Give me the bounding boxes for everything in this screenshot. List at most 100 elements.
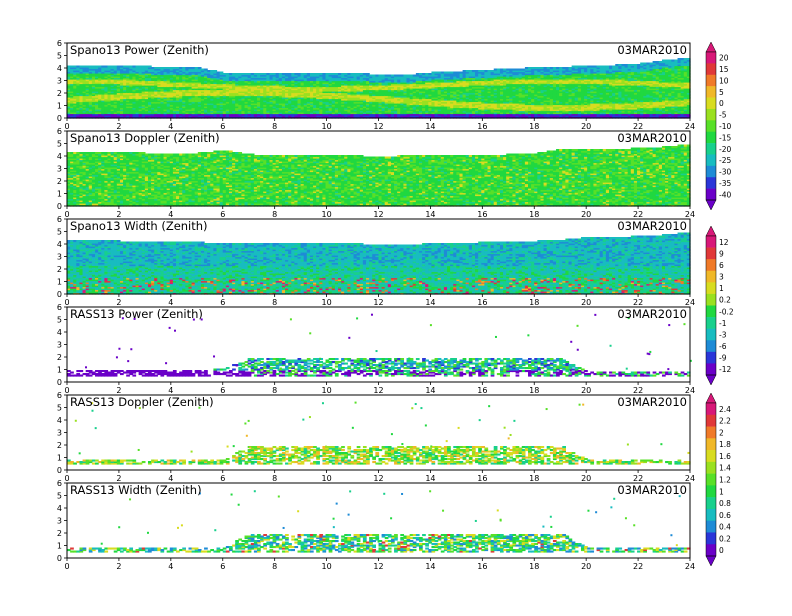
heatmap-cell: [76, 103, 81, 106]
heatmap-cell: [372, 88, 376, 91]
heatmap-cell: [163, 67, 168, 70]
heatmap-cell: [381, 88, 386, 91]
heatmap-cell: [247, 79, 252, 82]
heatmap-cell: [179, 82, 183, 85]
heatmap-cell: [191, 100, 196, 103]
heatmap-cell: [422, 95, 426, 98]
heatmap-cell: [194, 77, 199, 80]
heatmap-cell: [266, 74, 271, 77]
heatmap-cell: [207, 80, 211, 83]
heatmap-cell: [91, 85, 96, 88]
heatmap-cell: [431, 89, 436, 92]
heatmap-cell: [443, 92, 448, 95]
heatmap-cell: [210, 85, 215, 88]
heatmap-cell: [400, 92, 405, 95]
heatmap-cell: [95, 109, 99, 112]
heatmap-cell: [285, 103, 289, 106]
heatmap-cell: [185, 95, 190, 98]
heatmap-cell: [281, 115, 286, 118]
heatmap-cell: [126, 89, 130, 92]
heatmap-cell: [169, 104, 174, 107]
heatmap-cell: [253, 88, 258, 91]
heatmap-cell: [453, 73, 457, 76]
heatmap-cell: [409, 89, 414, 92]
heatmap-cell: [85, 109, 90, 112]
heatmap-cell: [384, 76, 389, 79]
heatmap-cell: [356, 92, 361, 95]
heatmap-cell: [366, 103, 370, 106]
heatmap-cell: [232, 82, 236, 85]
heatmap-cell: [397, 88, 401, 91]
heatmap-cell: [207, 76, 211, 79]
heatmap-cell: [244, 107, 249, 110]
heatmap-cell: [288, 91, 292, 94]
heatmap-cell: [88, 112, 93, 115]
heatmap-cell: [334, 113, 339, 116]
heatmap-cell: [172, 95, 177, 98]
heatmap-cell: [116, 70, 121, 73]
heatmap-cell: [101, 110, 105, 113]
heatmap-cell: [129, 100, 134, 103]
heatmap-cell: [285, 110, 289, 113]
heatmap-cell: [225, 113, 230, 116]
heatmap-cell: [253, 107, 258, 110]
heatmap-cell: [73, 86, 77, 89]
heatmap-cell: [197, 70, 202, 73]
heatmap-cell: [369, 103, 373, 106]
heatmap-cell: [67, 103, 71, 106]
heatmap-cell: [319, 86, 324, 89]
heatmap-cell: [166, 92, 171, 95]
heatmap-cell: [110, 71, 115, 74]
heatmap-cell: [322, 112, 327, 115]
heatmap-cell: [422, 88, 426, 91]
heatmap-cell: [403, 103, 408, 106]
heatmap-cell: [291, 79, 295, 82]
heatmap-cell: [185, 94, 190, 97]
heatmap-cell: [313, 86, 317, 89]
heatmap-cell: [144, 104, 149, 107]
heatmap-cell: [247, 100, 252, 103]
heatmap-cell: [412, 95, 417, 98]
heatmap-cell: [194, 109, 199, 112]
heatmap-cell: [207, 77, 211, 80]
heatmap-cell: [403, 92, 408, 95]
heatmap-cell: [169, 82, 174, 85]
heatmap-cell: [253, 109, 258, 112]
heatmap-cell: [104, 94, 109, 97]
heatmap-cell: [194, 85, 199, 88]
heatmap-cell: [453, 110, 457, 113]
heatmap-cell: [260, 112, 264, 115]
heatmap-cell: [91, 115, 96, 118]
heatmap-cell: [123, 98, 127, 101]
heatmap-cell: [257, 97, 261, 100]
heatmap-cell: [126, 80, 130, 83]
heatmap-cell: [390, 85, 395, 88]
heatmap-cell: [260, 74, 264, 77]
heatmap-cell: [135, 80, 140, 83]
heatmap-cell: [447, 106, 451, 109]
heatmap-cell: [412, 88, 417, 91]
heatmap-cell: [325, 77, 330, 80]
heatmap-cell: [415, 107, 420, 110]
heatmap-cell: [241, 113, 246, 116]
heatmap-cell: [88, 109, 93, 112]
heatmap-cell: [366, 110, 370, 113]
heatmap-cell: [154, 80, 158, 83]
heatmap-cell: [266, 88, 271, 91]
heatmap-cell: [344, 106, 348, 109]
heatmap-cell: [260, 110, 264, 113]
heatmap-cell: [219, 106, 224, 109]
heatmap-cell: [353, 92, 358, 95]
heatmap-cell: [126, 109, 130, 112]
heatmap-cell: [160, 92, 165, 95]
heatmap-cell: [303, 80, 308, 83]
heatmap-cell: [347, 92, 352, 95]
heatmap-cell: [135, 104, 140, 107]
heatmap-cell: [415, 73, 420, 76]
heatmap-cell: [313, 100, 317, 103]
heatmap-cell: [362, 85, 367, 88]
heatmap-cell: [306, 85, 311, 88]
heatmap-cell: [79, 115, 84, 118]
heatmap-cell: [247, 74, 252, 77]
heatmap-cell: [422, 79, 426, 82]
